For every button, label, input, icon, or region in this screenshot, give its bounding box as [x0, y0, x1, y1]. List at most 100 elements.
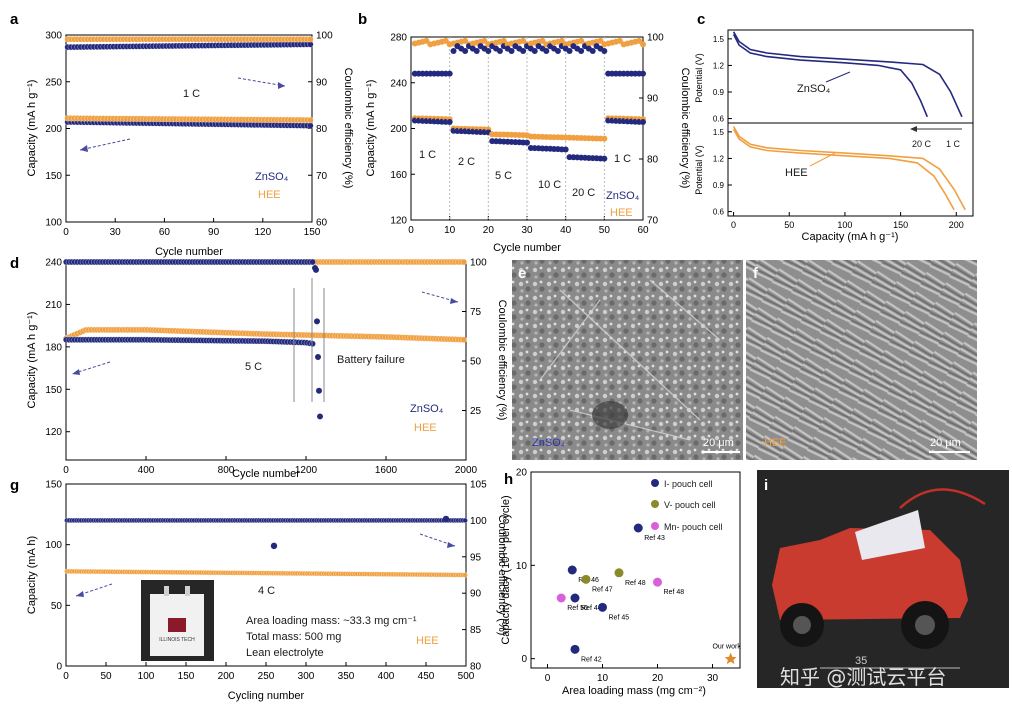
panel-a-legend-znso4: ZnSO₄ [255, 171, 289, 183]
panel-b-label: b [358, 11, 367, 28]
znso4-ce-point [578, 48, 585, 55]
znso4-ce-point [531, 48, 538, 55]
panel-a-arrowhead-left [80, 145, 88, 152]
x-tick-label: 0 [545, 673, 551, 684]
y-tick-label: 150 [45, 385, 62, 396]
x-tick-label: 20 [652, 673, 664, 684]
panel-c-hee-pointer [809, 152, 836, 167]
voltage-curve [732, 34, 929, 118]
x-tick-label: 250 [258, 671, 275, 682]
panel-c-rate-arrowhead [910, 126, 917, 132]
panel-g-ticks: 0 50 100 150 200 250 300 350 400 450 500 0 50 100 150 8… [45, 480, 487, 683]
panel-f-label: f [753, 265, 759, 282]
panel-g-arrowhead-right [447, 542, 455, 548]
panel-g-legend-hee: HEE [416, 635, 439, 647]
y-tick-label: 20 [516, 468, 528, 479]
panel-g-y2label: Coulombic efficiency (%) [496, 515, 508, 636]
panel-g-tab-left [164, 586, 169, 596]
point-label: Ref 45 [609, 614, 630, 621]
panel-d-arrowhead-right [450, 298, 458, 304]
y2-tick-label: 90 [647, 94, 659, 105]
panel-e-sem-image [512, 260, 743, 460]
panel-a-ylabel: Capacity (mA h g⁻¹) [26, 80, 38, 177]
panel-g: g 0 50 100 150 200 250 300 350 400 450 500 0 50 100 15… [10, 477, 508, 702]
y-tick-label: 120 [390, 216, 407, 227]
panel-g-tab-right [185, 586, 190, 596]
panel-c-label-hee: HEE [785, 167, 808, 179]
failure-point [315, 354, 321, 361]
panel-a-arrow-left [79, 138, 131, 151]
panel-c-top-frame [727, 29, 974, 124]
hee-ce-point [597, 37, 604, 44]
panel-h-frame [530, 471, 741, 669]
znso4-capacity-point [640, 119, 646, 126]
panel-b-rate-10c: 10 C [538, 179, 561, 191]
panel-g-label: g [10, 477, 19, 494]
data-point [307, 122, 314, 129]
znso4-ce-point [520, 48, 527, 55]
znso4-ce-point [554, 48, 561, 55]
panel-c-ticks: 0 50 100 150 200 0.6 0.6 0.9 0.9 1.2 1.2 1.5 1.5 [713, 35, 964, 230]
data-point [307, 36, 314, 43]
panel-f-sem-image [746, 260, 977, 460]
y-tick-label: 200 [390, 124, 407, 135]
x-tick-label: 0 [731, 220, 736, 230]
outlier-point [270, 542, 278, 550]
znso4-ce-point [473, 48, 480, 55]
hee-ce-point [539, 37, 546, 44]
panel-d-arrowhead-left [72, 369, 80, 375]
y2-tick-label: 100 [470, 258, 487, 269]
panel-i-toy-car [772, 488, 986, 649]
panel-c-bottom-frame [727, 122, 974, 217]
x-tick-label: 150 [304, 227, 321, 238]
y-tick-label: 180 [45, 342, 62, 353]
panel-e-fibers [539, 279, 721, 441]
panel-a-y2label: Coulombic efficiency (%) [342, 68, 354, 189]
x-tick-label: 60 [637, 225, 649, 236]
y-tick-label: 150 [45, 480, 62, 491]
hee-ce-point [442, 37, 449, 44]
y-tick-label: 0 [56, 662, 62, 673]
panel-b-ylabel: Capacity (mA h g⁻¹) [365, 80, 377, 177]
panel-e: e ZnSO₄ 20 μm [512, 260, 743, 460]
y-tick-label: 240 [390, 78, 407, 89]
data-point [309, 258, 316, 266]
panel-e-pit [592, 401, 628, 429]
panel-h-ylabel: Capacity dacy (10⁻⁴ per cycle) [500, 495, 512, 644]
znso4-ce-point [446, 70, 453, 77]
panel-f-caption: HEE [764, 437, 787, 449]
x-tick-label: 10 [597, 673, 609, 684]
panel-a-rate-label: 1 C [183, 88, 200, 100]
y2-tick-label: 70 [647, 216, 659, 227]
y2-tick-label: 25 [470, 406, 482, 417]
x-tick-label: 400 [378, 671, 395, 682]
panel-f: f HEE 20 μm [746, 260, 977, 460]
point-label: Ref 48 [625, 580, 646, 587]
x-tick-label: 0 [63, 227, 69, 238]
y-tick-label: 0.6 [713, 115, 725, 124]
panel-b-marks [411, 37, 646, 220]
x-tick-label: 1600 [375, 465, 398, 476]
panel-e-scale-label: 20 μm [703, 437, 734, 449]
failure-point [316, 387, 322, 394]
panel-b: b 0 10 20 30 40 50 60120160200240280708090100 … [358, 11, 691, 254]
panel-i-scale-number: 35 [855, 655, 867, 667]
y-tick-label: 210 [45, 300, 62, 311]
panel-d-ticks: 0 400 800 1200 1600 2000 120 150 180 210 240 25 50 75… [45, 258, 487, 477]
panel-g-rate-label: 4 C [258, 585, 275, 597]
y-tick-label: 150 [45, 171, 62, 182]
x-tick-label: 0 [63, 465, 69, 476]
znso4-capacity-point [446, 119, 453, 126]
x-tick-label: 100 [138, 671, 155, 682]
x-tick-label: 150 [893, 220, 908, 230]
y-tick-label: 0 [521, 654, 527, 665]
y2-tick-label: 60 [316, 218, 328, 229]
y2-tick-label: 80 [316, 124, 328, 135]
panel-d-y2label: Coulombic efficiency (%) [496, 300, 508, 421]
y-tick-label: 200 [45, 124, 62, 135]
y2-tick-label: 100 [470, 516, 487, 527]
ref-point [633, 523, 643, 533]
x-tick-label: 30 [110, 227, 122, 238]
data-point [309, 340, 316, 347]
y2-tick-label: 70 [316, 171, 328, 182]
